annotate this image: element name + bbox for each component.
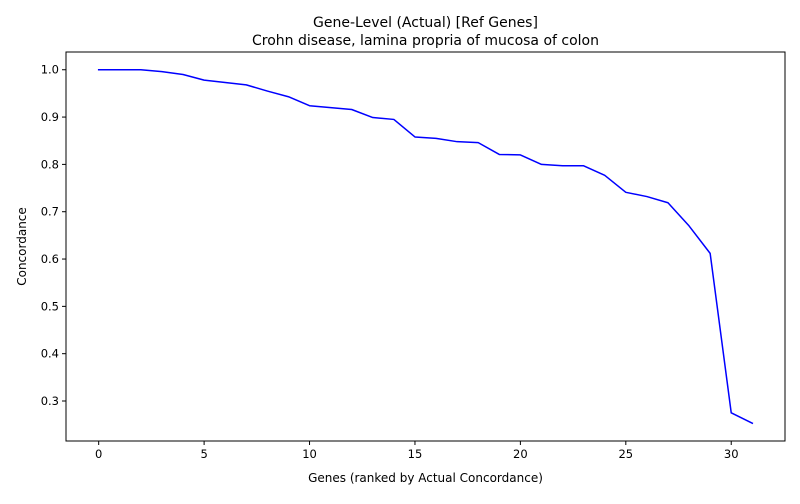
x-tick-label: 5 — [200, 447, 207, 461]
x-tick-label: 25 — [618, 447, 633, 461]
y-tick-label: 0.9 — [41, 110, 59, 124]
axes-frame — [65, 51, 786, 442]
chart-title: Gene-Level (Actual) [Ref Genes] — [313, 15, 538, 31]
x-tick-label: 15 — [408, 447, 423, 461]
x-tick-label: 10 — [302, 447, 317, 461]
x-tick-label: 20 — [513, 447, 528, 461]
y-tick-label: 0.5 — [41, 299, 59, 313]
y-axis-label: Concordance — [15, 207, 29, 286]
series-line — [97, 69, 754, 425]
x-tick-label: 0 — [95, 447, 102, 461]
x-tick-label: 30 — [724, 447, 739, 461]
y-tick-label: 0.6 — [41, 252, 59, 266]
y-tick-label: 0.4 — [41, 347, 59, 361]
x-axis-label: Genes (ranked by Actual Concordance) — [308, 471, 543, 485]
y-tick-label: 0.8 — [41, 157, 59, 171]
y-tick-label: 0.3 — [41, 394, 59, 408]
y-tick-label: 1.0 — [41, 63, 59, 77]
chart-subtitle: Crohn disease, lamina propria of mucosa … — [252, 33, 599, 49]
y-tick-label: 0.7 — [41, 205, 59, 219]
plot-area: 0 5 10 15 20 25 30 0.3 0.4 0.5 0.6 0.7 0.8 0.9 1.0 — [41, 51, 786, 461]
